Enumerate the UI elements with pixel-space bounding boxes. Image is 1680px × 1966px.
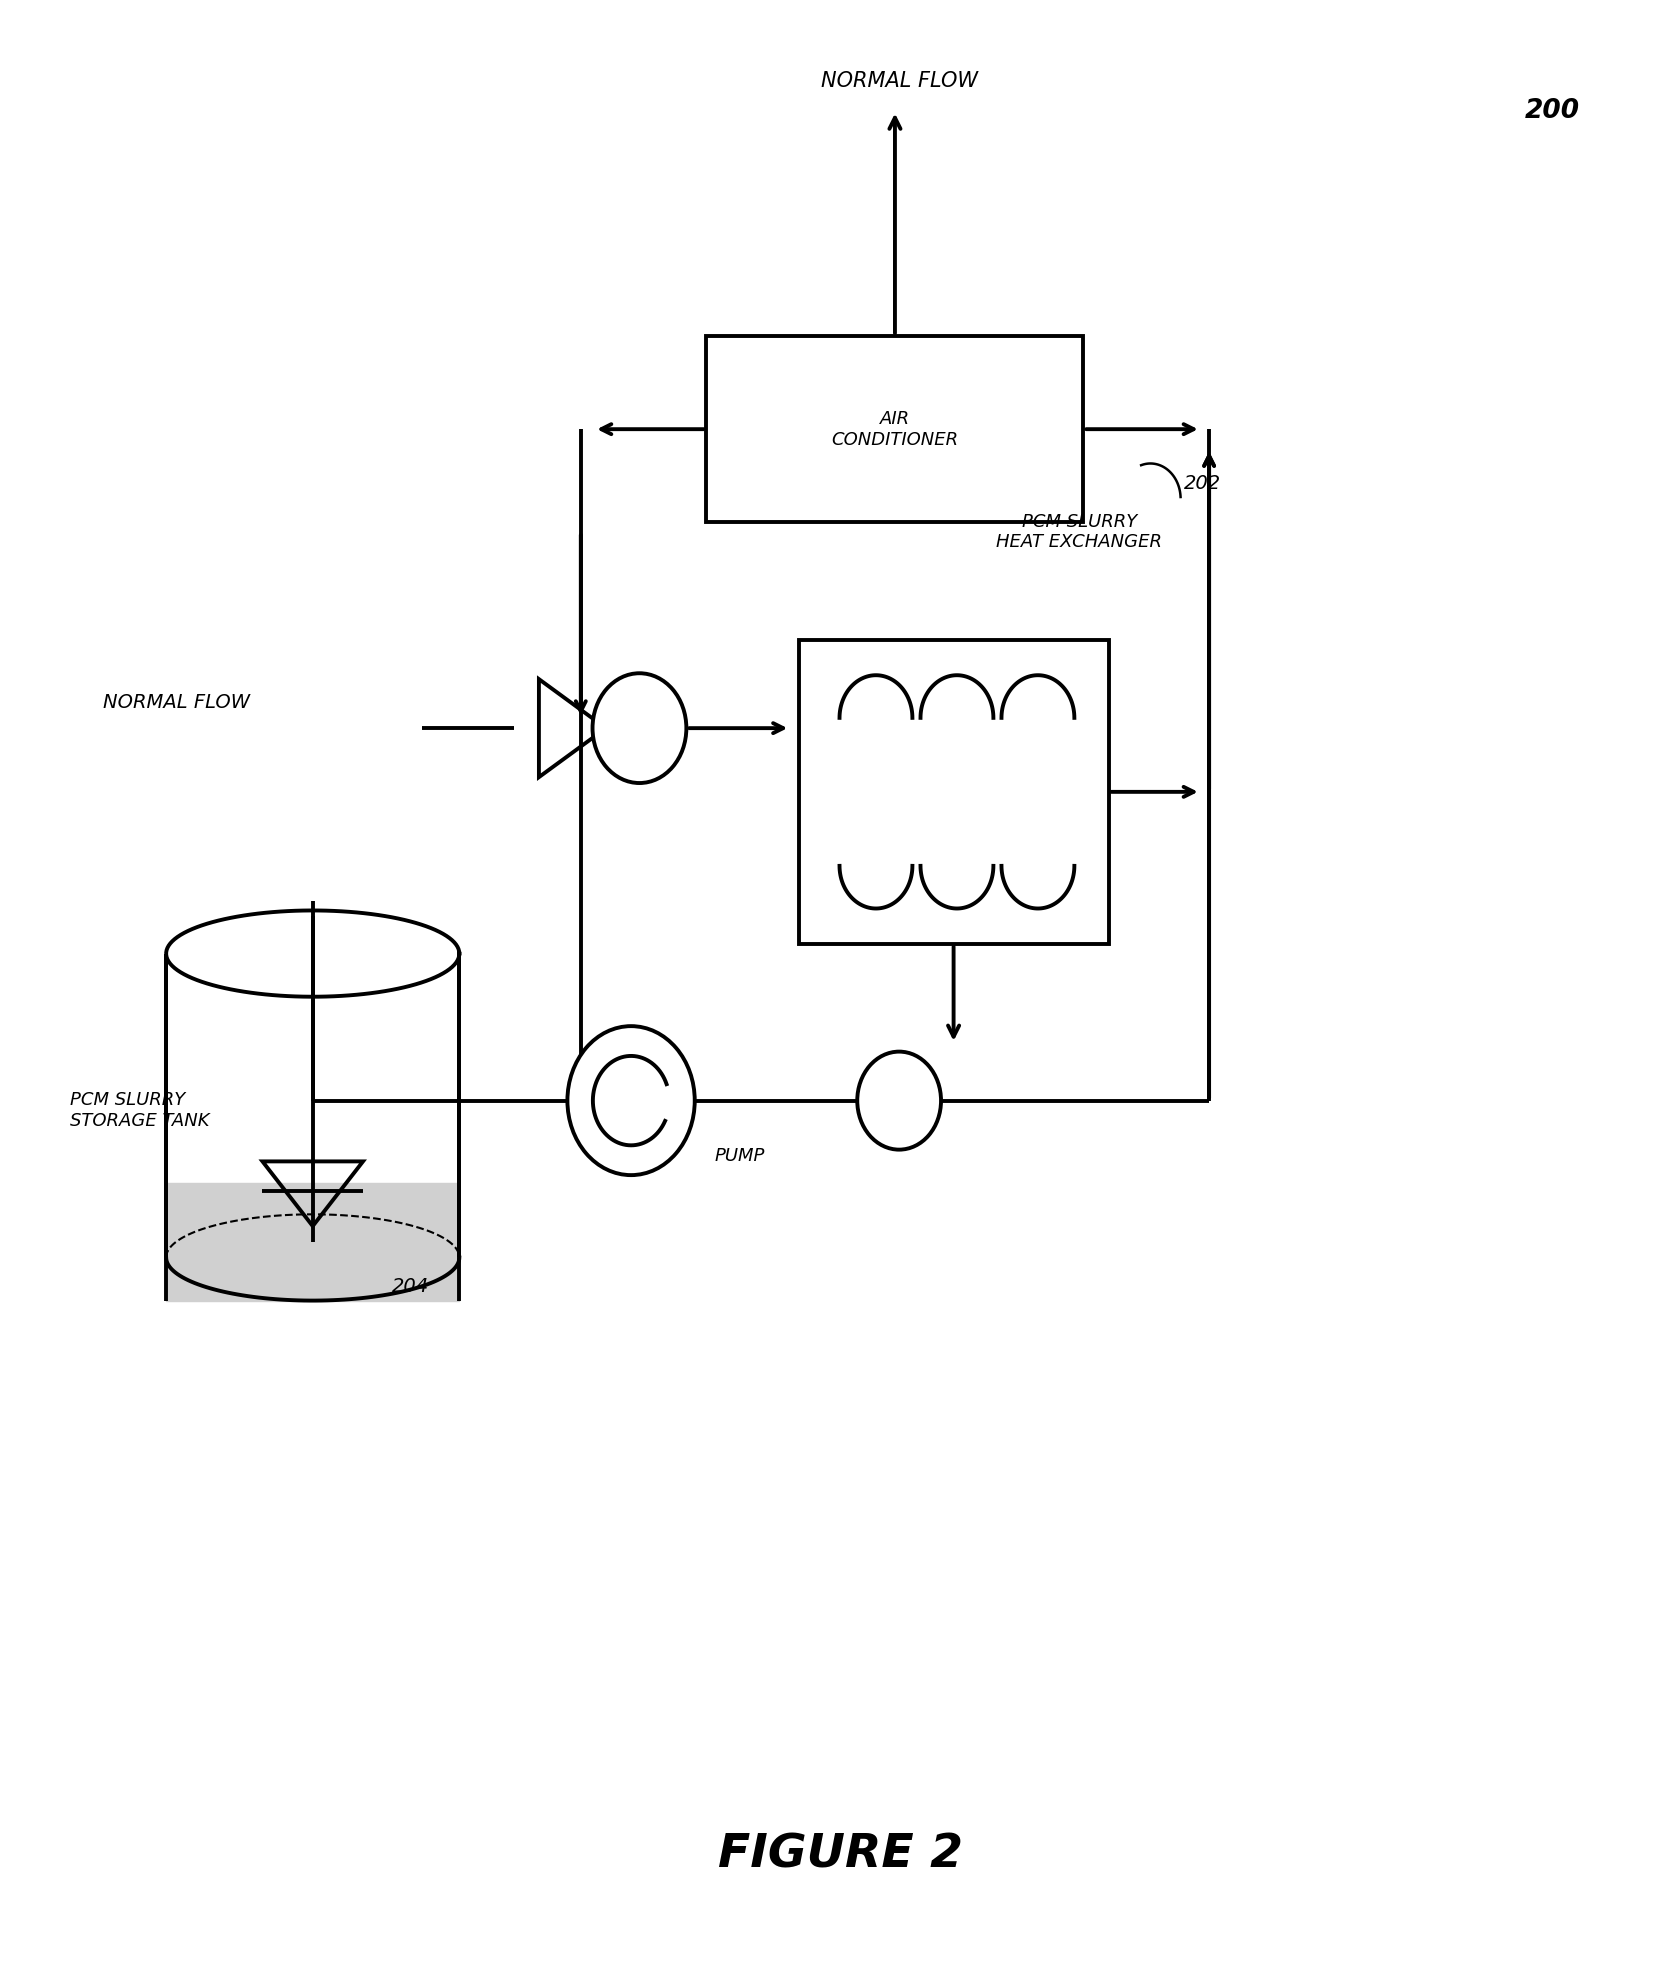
Circle shape: [591, 672, 685, 782]
Circle shape: [568, 1026, 694, 1176]
Bar: [798, 639, 1107, 944]
Text: PUMP: PUMP: [714, 1146, 764, 1164]
Text: 202: 202: [1183, 474, 1220, 493]
Text: NORMAL FLOW: NORMAL FLOW: [820, 71, 978, 90]
Text: 204: 204: [391, 1278, 428, 1296]
Text: 200: 200: [1524, 98, 1579, 124]
Text: PCM SLURRY
STORAGE TANK: PCM SLURRY STORAGE TANK: [71, 1091, 210, 1130]
Text: NORMAL FLOW: NORMAL FLOW: [102, 694, 250, 712]
Circle shape: [857, 1052, 941, 1150]
Bar: [706, 336, 1084, 523]
Text: PCM SLURRY
HEAT EXCHANGER: PCM SLURRY HEAT EXCHANGER: [996, 513, 1161, 552]
Text: FIGURE 2: FIGURE 2: [717, 1832, 963, 1878]
Text: AIR
CONDITIONER: AIR CONDITIONER: [832, 409, 958, 448]
